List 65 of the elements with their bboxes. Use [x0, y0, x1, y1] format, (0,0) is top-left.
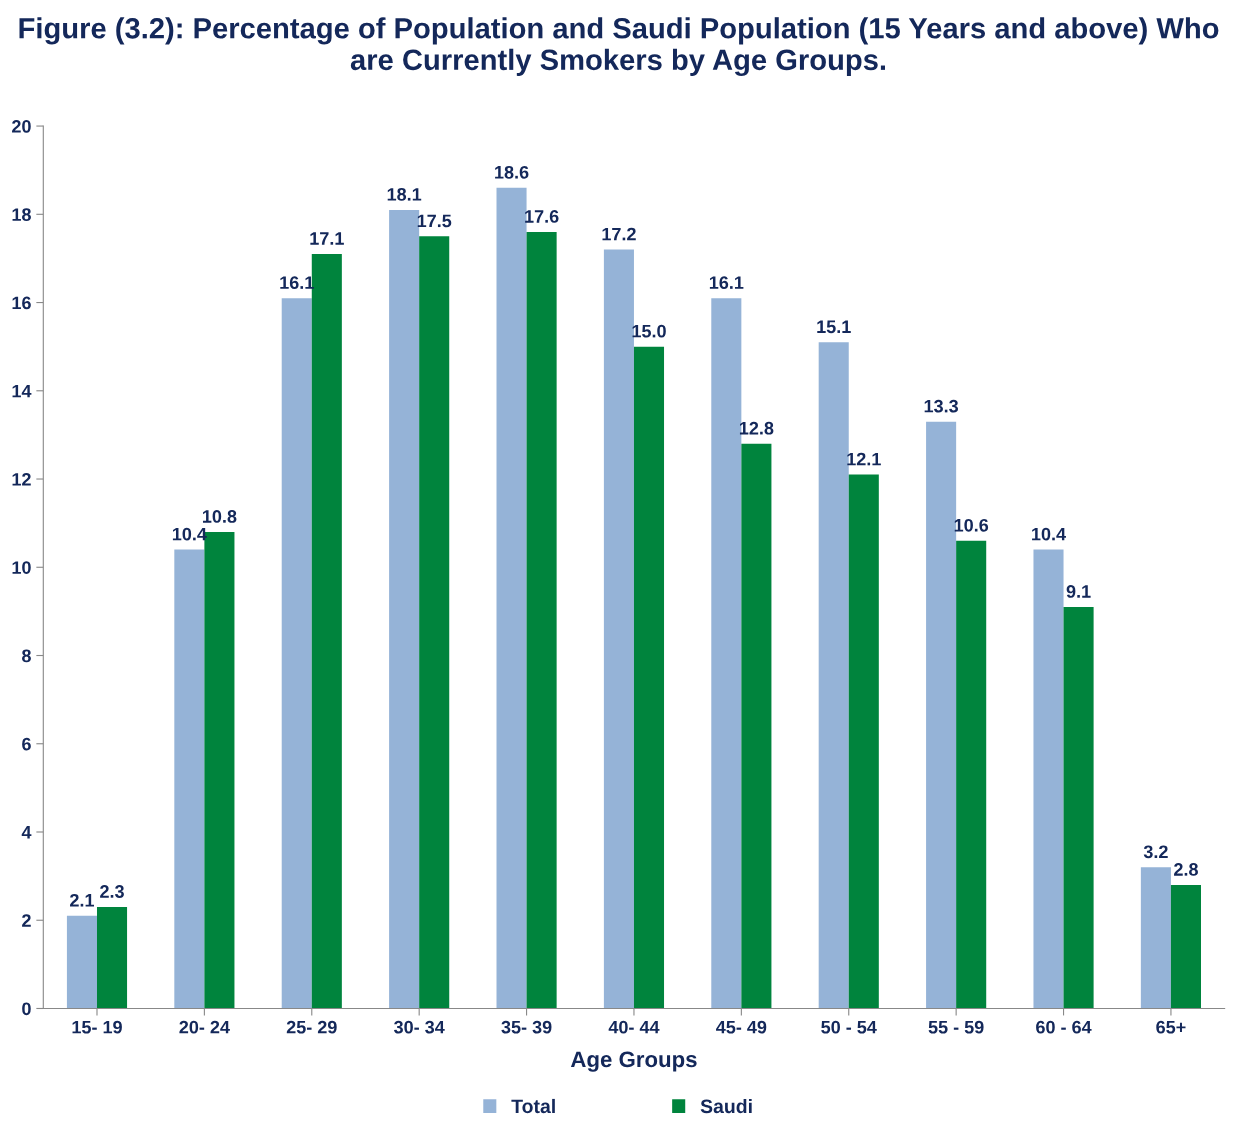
y-tick-label: 2 [22, 914, 31, 927]
y-tick-label: 14 [12, 384, 32, 398]
x-tick-label: 55 - 59 [928, 1020, 984, 1034]
y-tick-label: 0 [22, 1002, 31, 1016]
bar [818, 342, 849, 1009]
bar [496, 187, 527, 1009]
legend-label: Total [511, 1098, 555, 1114]
bar [956, 540, 987, 1009]
y-tick-label: 8 [22, 649, 31, 663]
bar [419, 236, 450, 1009]
bar [526, 231, 557, 1009]
x-tick-label: 40- 44 [608, 1020, 660, 1034]
x-tick-label: 45- 49 [716, 1020, 767, 1034]
x-tick-label: 50 - 54 [821, 1020, 877, 1034]
bar [1170, 884, 1201, 1009]
bar [174, 549, 205, 1009]
bar [1140, 867, 1171, 1009]
data-label: 17.2 [602, 227, 636, 241]
data-label: 17.5 [417, 214, 452, 228]
y-tick-label: 18 [12, 208, 31, 222]
data-label: 18.1 [387, 187, 422, 201]
y-tick-label: 10 [12, 561, 31, 574]
data-label: 10.4 [1032, 527, 1066, 541]
data-label: 12.1 [847, 452, 881, 466]
data-label: 2.3 [100, 885, 124, 898]
x-tick-label: 25- 29 [286, 1020, 337, 1034]
data-label: 12.8 [739, 421, 774, 435]
bar [741, 443, 772, 1009]
bar [66, 915, 97, 1009]
data-label: 10.8 [202, 510, 237, 523]
bar [1063, 606, 1094, 1009]
y-tick-label: 6 [22, 737, 31, 751]
bar [633, 346, 665, 1009]
data-label: 18.6 [495, 165, 529, 179]
data-label: 17.6 [525, 210, 559, 223]
data-label: 2.1 [70, 893, 94, 907]
data-label: 15.1 [817, 320, 851, 334]
bar [281, 298, 312, 1009]
data-label: 17.1 [310, 232, 344, 245]
x-tick-label: 65+ [1156, 1020, 1186, 1034]
bar [96, 907, 128, 1009]
data-label: 10.4 [172, 527, 207, 541]
data-label: 15.0 [632, 324, 666, 338]
x-tick-label: 15- 19 [72, 1020, 122, 1034]
chart-title: Figure (3.2): Percentage of Population and Saudi Population (15 Years and above) Who are Currently Smokers by Age Groups. [19, 17, 1219, 77]
legend-label: Saudi [700, 1098, 752, 1114]
x-tick-label: 30- 34 [393, 1020, 445, 1034]
bar [603, 249, 634, 1009]
data-label: 13.3 [924, 399, 959, 413]
data-label: 10.6 [954, 518, 989, 532]
x-tick-label: 20- 24 [179, 1020, 230, 1034]
y-tick-label: 20 [12, 119, 31, 133]
bar [711, 298, 742, 1009]
x-tick-label: 60 - 64 [1036, 1020, 1092, 1034]
bar [848, 474, 879, 1009]
y-tick-label: 4 [21, 826, 32, 839]
x-tick-label: 35- 39 [501, 1020, 552, 1034]
bar [1033, 549, 1064, 1009]
data-label: 2.8 [1174, 863, 1198, 876]
data-label: 9.1 [1066, 585, 1091, 598]
y-tick-label: 12 [12, 472, 31, 486]
data-label: 16.1 [709, 276, 744, 290]
y-tick-label: 16 [12, 296, 31, 310]
x-axis-title: Age Groups [570, 1051, 697, 1072]
data-label: 3.2 [1143, 845, 1168, 859]
